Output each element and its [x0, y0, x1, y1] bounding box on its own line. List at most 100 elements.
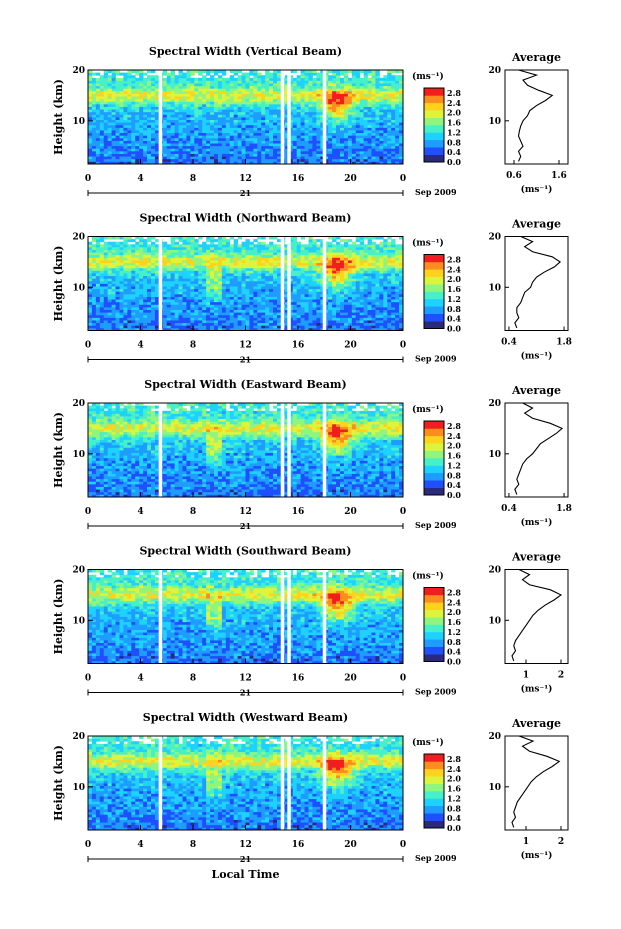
data-gap — [322, 736, 327, 830]
colorbar-segment — [424, 88, 444, 96]
x-tick-label: 20 — [344, 174, 357, 184]
profile-y-tick-label: 20 — [488, 732, 501, 742]
profile-x-tick-label: 2 — [558, 837, 564, 847]
x-tick-label: 12 — [239, 341, 252, 351]
colorbar-segment — [424, 254, 444, 263]
data-gap — [158, 70, 163, 164]
colorbar-tick-label: 1.6 — [447, 617, 461, 627]
colorbar-segment — [424, 95, 444, 104]
profile-x-tick-label: 1.6 — [551, 171, 567, 181]
colorbar-tick-label: 0.0 — [447, 657, 461, 667]
y-tick-label: 10 — [72, 117, 85, 127]
panel-1: Spectral Width (Vertical Beam) 10 20 Height… — [52, 45, 569, 198]
colorbar-unit: (ms⁻¹) — [412, 238, 444, 249]
profile-frame — [504, 402, 569, 498]
data-gap — [280, 70, 285, 164]
data-gap — [158, 403, 163, 497]
profile-x-tick-label: 2 — [558, 671, 564, 681]
colorbar-frame — [423, 753, 445, 829]
data-gap — [158, 569, 163, 664]
colorbar-segment — [424, 458, 444, 466]
profile-unit: (ms⁻¹) — [521, 684, 553, 695]
colorbar-segment — [424, 624, 444, 633]
data-gap — [158, 236, 163, 331]
x-tick-label: 0 — [85, 174, 91, 184]
colorbar-segment — [424, 284, 444, 292]
colorbar-tick-label: 0.4 — [447, 147, 461, 157]
x-tick-label: 4 — [137, 674, 143, 684]
colorbar-segment — [424, 154, 444, 163]
colorbar-segment — [424, 487, 444, 496]
colorbar-segment — [424, 631, 444, 640]
colorbar-tick-label: 2.8 — [447, 254, 461, 264]
x-tick-label: 4 — [137, 341, 143, 351]
y-axis-label: Height (km) — [52, 745, 65, 821]
colorbar-segment — [424, 798, 444, 807]
colorbar-tick-label: 2.0 — [447, 607, 461, 617]
colorbar-tick-label: 1.6 — [447, 451, 461, 461]
colorbar-tick-label: 0.4 — [447, 480, 461, 490]
colorbar-segment — [424, 117, 444, 126]
profile-frame — [504, 569, 569, 664]
colorbar-tick-label: 2.4 — [447, 431, 461, 441]
profile-y-tick-label: 20 — [488, 233, 501, 243]
colorbar-segment — [424, 813, 444, 821]
x-tick-label: 16 — [292, 341, 305, 351]
y-axis-label: Height (km) — [52, 579, 65, 655]
colorbar-segment — [424, 443, 444, 451]
panel-title: Spectral Width (Southward Beam) — [139, 545, 351, 558]
x-tick-label: 20 — [344, 341, 357, 351]
heatmap — [88, 569, 404, 664]
colorbar-segment — [424, 472, 444, 481]
colorbar-segment — [424, 147, 444, 155]
colorbar-tick-label: 2.4 — [447, 264, 461, 274]
data-gap — [158, 736, 163, 830]
data-gap — [322, 236, 327, 331]
data-gap — [322, 70, 327, 164]
profile-line — [514, 235, 562, 329]
profile-title: Average — [511, 218, 561, 231]
colorbar-segment — [424, 754, 444, 762]
colorbar-segment — [424, 139, 444, 148]
data-gap — [287, 569, 291, 664]
profile-unit: (ms⁻¹) — [521, 184, 553, 195]
profile-unit: (ms⁻¹) — [521, 351, 553, 362]
profile-y-tick-label: 20 — [488, 66, 501, 76]
x-tick-label: 12 — [239, 674, 252, 684]
x-tick-label: 16 — [292, 840, 305, 850]
colorbar-tick-label: 0.8 — [447, 803, 461, 813]
profile-x-tick-label: 0.6 — [506, 171, 522, 181]
colorbar-segment — [424, 761, 444, 770]
panel-title: Spectral Width (Northward Beam) — [140, 212, 352, 225]
colorbar-tick-label: 1.6 — [447, 118, 461, 128]
day-label: 21 — [240, 355, 251, 365]
colorbar-tick-label: 0.8 — [447, 137, 461, 147]
profile-line — [511, 569, 563, 662]
date-label: Sep 2009 — [415, 853, 457, 863]
colorbar-tick-label: 0.4 — [447, 813, 461, 823]
colorbar-tick-label: 1.2 — [447, 127, 461, 137]
colorbar-tick-label: 0.0 — [447, 324, 461, 334]
average-profile: Average 10 20 1 2 (ms⁻¹) — [488, 551, 569, 695]
x-tick-label: 4 — [137, 507, 143, 517]
x-tick-label: 0 — [85, 674, 91, 684]
profile-x-tick-label: 1.8 — [556, 504, 572, 514]
colorbar-segment — [424, 783, 444, 792]
colorbar-unit: (ms⁻¹) — [412, 71, 444, 82]
y-tick-label: 20 — [72, 566, 85, 576]
colorbar-tick-label: 2.8 — [447, 88, 461, 98]
colorbar-segment — [424, 306, 444, 314]
day-label: 21 — [240, 854, 251, 864]
panel-2: Spectral Width (Northward Beam) 10 20 Heigh… — [52, 212, 572, 365]
colorbar-segment — [424, 102, 444, 111]
colorbar-segment — [424, 276, 444, 285]
colorbar-tick-label: 2.4 — [447, 597, 461, 607]
colorbar-segment — [424, 654, 444, 662]
profile-y-tick-label: 10 — [488, 783, 501, 793]
x-tick-label: 12 — [239, 840, 252, 850]
profile-x-tick-label: 0.4 — [501, 338, 517, 348]
profile-y-tick-label: 10 — [488, 616, 501, 626]
colorbar-tick-label: 2.0 — [447, 441, 461, 451]
x-tick-label: 8 — [190, 840, 196, 850]
